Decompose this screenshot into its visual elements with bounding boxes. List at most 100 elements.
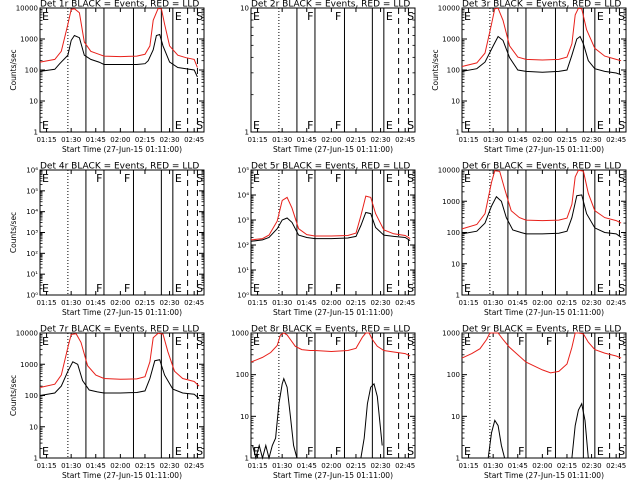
marker-label-f: F <box>335 445 341 458</box>
panel-title: Det 1r BLACK = Events, RED = LLD <box>40 0 199 10</box>
marker-label-s: S <box>618 445 625 458</box>
x-axis-label: Start Time (27-Jun-15 01:11:00) <box>484 471 604 480</box>
series-lld-line <box>250 195 411 241</box>
marker-label-f: F <box>124 282 130 295</box>
marker-label-e: E <box>253 172 260 185</box>
y-tick-label: 100 <box>447 67 460 75</box>
x-tick-label: 01:15 <box>247 299 267 307</box>
marker-label-e: E <box>175 10 182 23</box>
x-tick-label: 02:15 <box>135 299 155 307</box>
x-tick-label: 01:45 <box>86 136 106 144</box>
x-tick-label: 01:30 <box>483 136 503 144</box>
x-tick-label: 01:30 <box>61 299 81 307</box>
marker-label-e: E <box>597 445 604 458</box>
marker-label-e: E <box>386 282 393 295</box>
x-tick-label: 02:30 <box>370 136 390 144</box>
marker-label-e: E <box>464 119 471 132</box>
panel-det-1: Det 1r BLACK = Events, RED = LLDEEEESS01… <box>9 0 205 154</box>
y-tick-label: 1 <box>34 129 38 137</box>
panel-title: Det 7r BLACK = Events, RED = LLD <box>40 325 199 335</box>
y-tick-label: 10³ <box>26 229 38 237</box>
y-tick-label: 10000 <box>438 167 460 175</box>
x-axis-label: Start Time (27-Jun-15 01:11:00) <box>273 471 393 480</box>
marker-label-e: E <box>175 335 182 348</box>
marker-label-s: S <box>618 172 625 185</box>
y-axis-label: Counts/sec <box>9 212 18 253</box>
panel-title: Det 8r BLACK = Events, RED = LLD <box>251 325 410 335</box>
x-tick-label: 01:45 <box>508 299 528 307</box>
x-tick-label: 02:00 <box>532 299 552 307</box>
y-tick-label: 10 <box>240 413 249 421</box>
x-tick-label: 02:45 <box>184 299 204 307</box>
marker-label-f: F <box>335 335 341 348</box>
y-tick-label: 1 <box>456 292 460 300</box>
x-tick-label: 02:45 <box>184 136 204 144</box>
y-tick-label: 1000 <box>231 330 249 338</box>
y-tick-label: 1000 <box>442 198 460 206</box>
marker-label-f: F <box>546 445 552 458</box>
x-tick-label: 01:45 <box>86 462 106 470</box>
plot-frame <box>461 169 627 296</box>
y-tick-label: 10 <box>240 5 249 13</box>
marker-label-f: F <box>124 172 130 185</box>
y-tick-label: 1000 <box>442 330 460 338</box>
x-tick-label: 01:45 <box>297 299 317 307</box>
y-tick-label: 10⁵ <box>26 187 38 195</box>
y-tick-label: 1000 <box>20 361 38 369</box>
x-tick-label: 01:45 <box>297 136 317 144</box>
y-tick-label: 10⁴ <box>26 208 38 216</box>
marker-label-e: E <box>464 335 471 348</box>
marker-label-e: E <box>597 10 604 23</box>
marker-label-e: E <box>464 282 471 295</box>
series-events-line <box>39 359 200 399</box>
y-tick-label: 10 <box>29 98 38 106</box>
x-axis-label: Start Time (27-Jun-15 01:11:00) <box>273 308 393 317</box>
marker-label-e: E <box>253 335 260 348</box>
x-tick-label: 01:45 <box>86 299 106 307</box>
marker-label-e: E <box>253 119 260 132</box>
y-axis-label: Counts/sec <box>431 49 440 90</box>
x-tick-label: 01:45 <box>508 136 528 144</box>
x-tick-label: 02:30 <box>581 136 601 144</box>
marker-label-s: S <box>618 335 625 348</box>
marker-label-e: E <box>175 172 182 185</box>
x-tick-label: 01:15 <box>458 299 478 307</box>
x-tick-label: 02:15 <box>346 299 366 307</box>
marker-label-f: F <box>96 282 102 295</box>
y-tick-label: 100 <box>236 371 249 379</box>
y-tick-label: 10¹ <box>26 271 38 279</box>
panel-det-7: Det 7r BLACK = Events, RED = LLDEEEESS01… <box>9 325 205 480</box>
marker-label-e: E <box>597 282 604 295</box>
plot-frame <box>250 169 416 296</box>
y-tick-label: 10 <box>451 98 460 106</box>
marker-label-s: S <box>407 282 414 295</box>
y-tick-label: 10¹ <box>237 267 249 275</box>
x-tick-label: 02:15 <box>346 462 366 470</box>
marker-label-s: S <box>196 335 203 348</box>
marker-label-e: E <box>386 445 393 458</box>
marker-label-s: S <box>407 335 414 348</box>
y-tick-label: 1 <box>245 129 249 137</box>
marker-label-s: S <box>196 172 203 185</box>
x-tick-label: 02:30 <box>159 136 179 144</box>
marker-label-e: E <box>253 10 260 23</box>
panel-det-2: Det 2r BLACK = Events, RED = LLDEEFFFFEE… <box>240 0 416 154</box>
y-tick-label: 1 <box>34 455 38 463</box>
x-axis-label: Start Time (27-Jun-15 01:11:00) <box>484 308 604 317</box>
marker-label-e: E <box>42 10 49 23</box>
panel-title: Det 9r BLACK = Events, RED = LLD <box>462 325 621 335</box>
x-tick-label: 02:00 <box>321 136 341 144</box>
marker-label-f: F <box>307 335 313 348</box>
x-tick-label: 02:15 <box>557 462 577 470</box>
x-tick-label: 02:00 <box>110 136 130 144</box>
panel-det-9: Det 9r BLACK = Events, RED = LLDEEFFFFEE… <box>442 325 627 480</box>
marker-label-e: E <box>42 119 49 132</box>
y-tick-label: 10⁴ <box>237 192 249 200</box>
y-tick-label: 1 <box>245 455 249 463</box>
marker-label-s: S <box>196 282 203 295</box>
x-tick-label: 01:30 <box>61 136 81 144</box>
x-tick-label: 01:30 <box>272 462 292 470</box>
marker-label-s: S <box>407 445 414 458</box>
marker-label-e: E <box>253 282 260 295</box>
